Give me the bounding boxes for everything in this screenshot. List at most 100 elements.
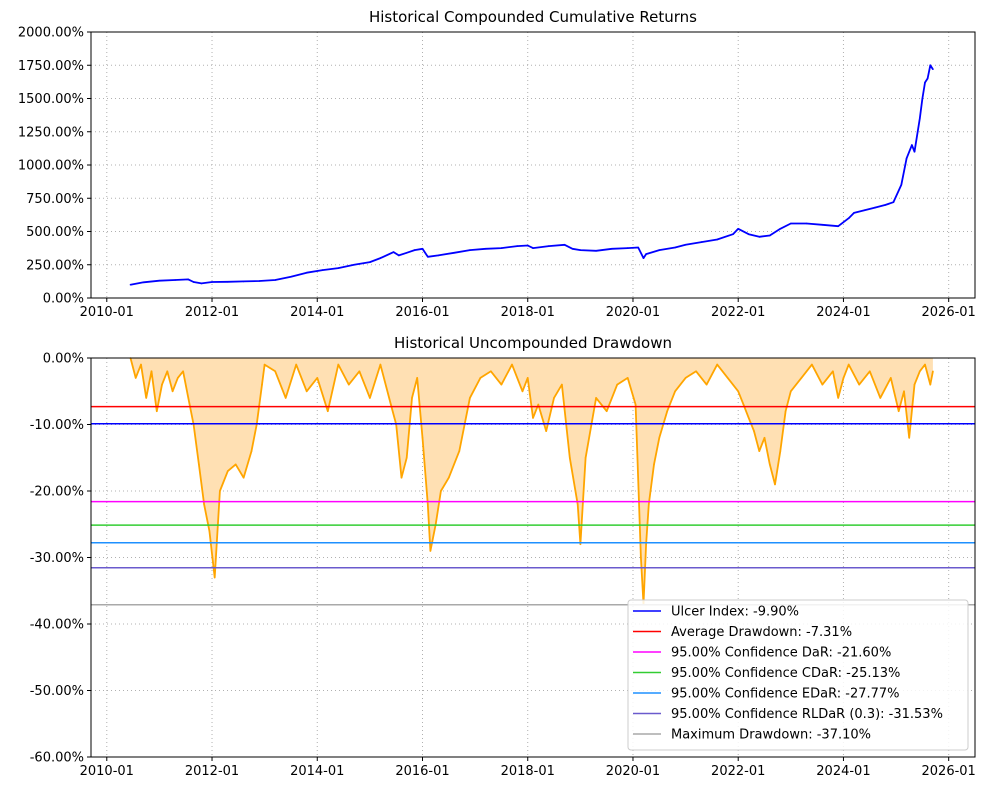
data-point <box>521 390 524 393</box>
data-point <box>726 377 729 379</box>
data-point <box>800 377 803 379</box>
data-point <box>747 233 750 235</box>
data-point <box>874 206 876 209</box>
data-point <box>732 233 734 235</box>
data-point <box>337 267 340 269</box>
data-point <box>595 397 597 399</box>
y-tick-label: -50.00% <box>30 684 84 699</box>
data-point <box>171 390 174 393</box>
data-point <box>166 370 169 373</box>
data-point <box>390 403 392 406</box>
data-point <box>863 209 866 211</box>
data-point <box>448 476 450 479</box>
data-point <box>182 370 184 373</box>
data-point <box>479 377 482 379</box>
data-point <box>908 437 910 439</box>
data-point <box>348 383 350 386</box>
data-point <box>398 254 400 257</box>
data-point <box>579 543 582 545</box>
data-point <box>158 279 161 282</box>
data-point <box>561 383 563 386</box>
data-point <box>842 377 845 379</box>
data-point <box>484 248 487 250</box>
data-point <box>416 377 419 379</box>
y-tick-label: -30.00% <box>30 551 84 566</box>
data-point <box>758 450 761 452</box>
data-point <box>716 238 718 241</box>
data-point <box>526 244 529 247</box>
data-point <box>453 252 455 254</box>
data-point <box>648 503 650 506</box>
data-point <box>379 257 382 259</box>
data-point <box>405 252 408 254</box>
data-point <box>921 97 924 100</box>
data-point <box>274 370 277 373</box>
data-point <box>821 383 824 386</box>
x-tick-label: 2020-01 <box>606 764 660 779</box>
data-point <box>847 217 850 219</box>
data-point <box>469 249 471 251</box>
data-point <box>879 397 882 399</box>
data-point <box>805 222 808 225</box>
data-point <box>263 363 266 366</box>
x-tick-label: 2014-01 <box>290 764 344 779</box>
data-point <box>258 280 261 282</box>
data-point <box>626 377 629 379</box>
data-point <box>227 281 229 283</box>
data-point <box>429 550 432 552</box>
data-point <box>900 184 903 186</box>
x-axis: 2010-01 2012-01 2014-01 2016-01 2018-01 2020-… <box>80 757 976 779</box>
data-point <box>571 248 574 250</box>
data-point <box>747 417 750 419</box>
data-point <box>353 264 355 266</box>
data-point <box>869 370 871 373</box>
legend-label: Average Drawdown: -7.31% <box>671 625 852 640</box>
data-point <box>858 383 860 386</box>
legend: Ulcer Index: -9.90% Average Drawdown: -7.… <box>627 599 969 751</box>
data-point <box>769 463 771 466</box>
x-tick-label: 2014-01 <box>290 305 344 320</box>
data-point <box>616 383 618 386</box>
data-point <box>511 363 513 366</box>
data-point <box>924 363 926 366</box>
data-point <box>637 246 639 249</box>
legend-box <box>627 599 969 751</box>
data-point <box>737 228 739 230</box>
data-point <box>821 224 824 226</box>
data-point <box>321 269 324 271</box>
grid <box>91 31 975 299</box>
y-tick-label: -20.00% <box>30 485 84 500</box>
data-point <box>897 410 900 413</box>
data-point <box>358 370 361 373</box>
data-point <box>548 245 550 247</box>
data-point <box>779 450 782 452</box>
y-axis: 0.00% 250.00% 500.00% 750.00% 1000.00% 1250.0… <box>18 26 91 307</box>
data-point <box>421 437 424 439</box>
data-point <box>837 225 839 227</box>
data-point <box>905 157 908 160</box>
x-tick-label: 2026-01 <box>922 305 976 320</box>
data-point <box>192 281 195 283</box>
data-point <box>437 254 440 257</box>
data-point <box>219 490 221 492</box>
data-point <box>645 253 647 255</box>
x-tick-label: 2018-01 <box>501 305 555 320</box>
data-point <box>674 390 676 393</box>
data-point <box>913 383 916 386</box>
data-point <box>161 383 163 386</box>
x-axis: 2010-01 2012-01 2014-01 2016-01 2018-01 2020-… <box>80 298 976 320</box>
data-point <box>203 503 205 506</box>
data-point <box>174 279 176 281</box>
series-line-cumulative-returns <box>130 64 934 286</box>
data-point <box>924 81 926 84</box>
data-point <box>695 370 697 373</box>
data-point <box>763 437 766 439</box>
y-tick-label: -60.00% <box>30 751 84 766</box>
data-point <box>705 383 708 386</box>
x-tick-label: 2016-01 <box>395 305 449 320</box>
data-point <box>737 390 739 393</box>
data-point <box>145 397 147 399</box>
data-point <box>469 397 471 399</box>
data-point <box>200 282 203 285</box>
data-point <box>208 530 211 532</box>
